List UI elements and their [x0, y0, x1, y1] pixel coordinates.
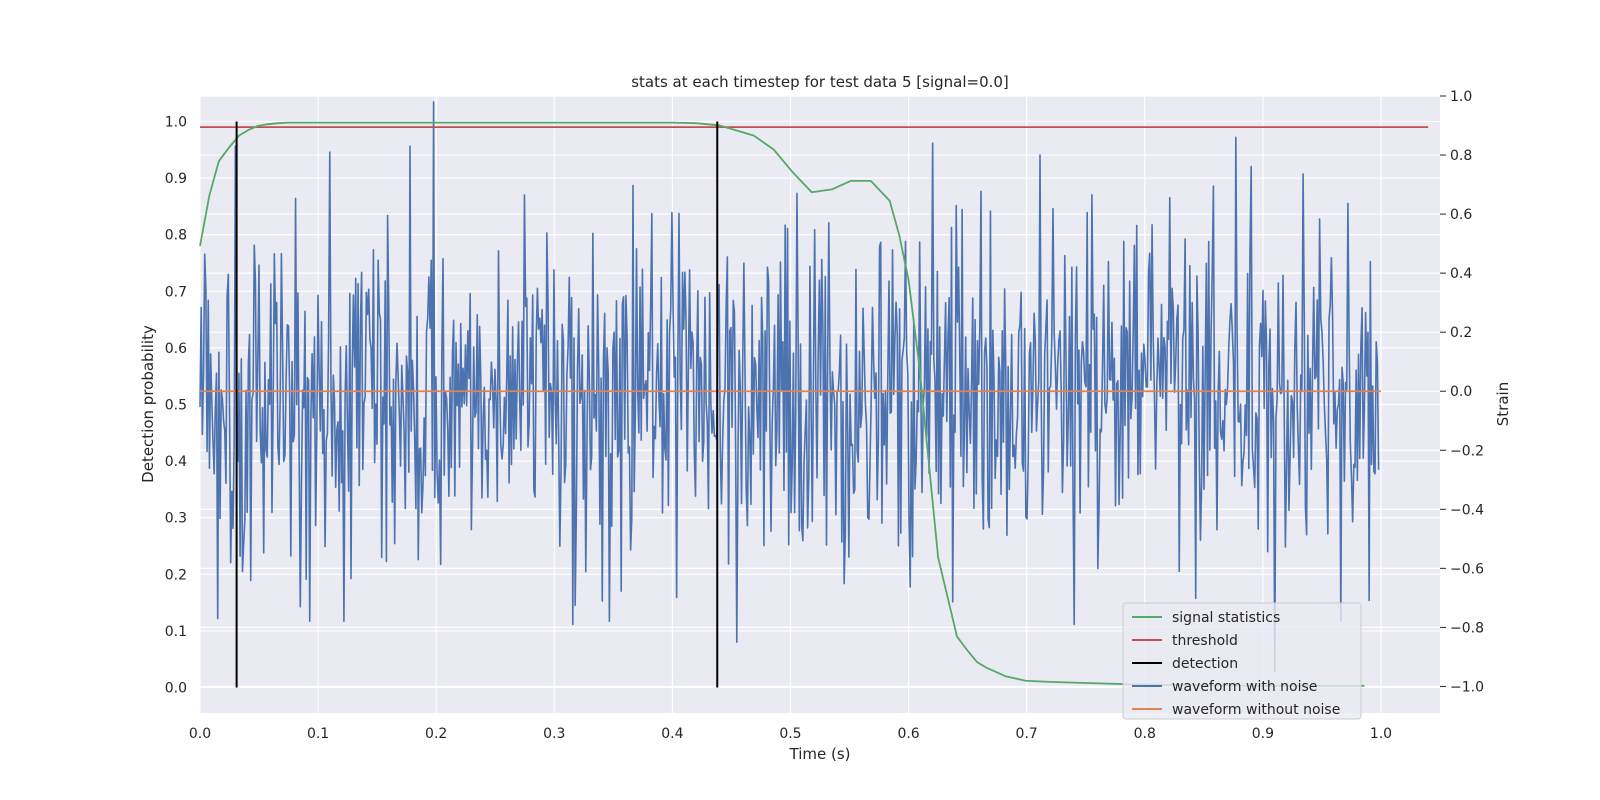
y-tick-label-left: 0.1: [165, 624, 187, 640]
x-tick-label: 0.8: [1134, 726, 1156, 742]
y-tick-label-right: 0.6: [1450, 207, 1472, 223]
y-tick-label-left: 0.9: [165, 171, 187, 187]
y-tick-label-left: 0.3: [165, 511, 187, 527]
y-tick-label-right: 0.2: [1450, 325, 1472, 341]
y-tick-label-right: −1.0: [1450, 679, 1484, 695]
x-tick-label: 0.9: [1252, 726, 1274, 742]
y-tick-label-left: 0.5: [165, 398, 187, 414]
x-tick-label: 0.3: [543, 726, 565, 742]
legend-label-waveform-with-noise: waveform with noise: [1172, 679, 1317, 695]
y-tick-label-left: 0.8: [165, 228, 187, 244]
y-tick-label-right: 1.0: [1450, 89, 1472, 105]
y-tick-label-right: −0.2: [1450, 443, 1484, 459]
y-tick-label-right: 0.0: [1450, 384, 1472, 400]
x-tick-label: 0.2: [425, 726, 447, 742]
y-tick-label-right: −0.6: [1450, 561, 1484, 577]
y-tick-label-left: 0.6: [165, 341, 187, 357]
legend-label-waveform-without-noise: waveform without noise: [1172, 702, 1340, 718]
x-tick-label: 0.7: [1016, 726, 1038, 742]
x-tick-label: 0.5: [779, 726, 801, 742]
y-tick-label-right: −0.4: [1450, 502, 1484, 518]
y-tick-label-left: 0.7: [165, 284, 187, 300]
legend-label-detection: detection: [1172, 656, 1238, 672]
legend-label-signal-statistics: signal statistics: [1172, 610, 1280, 626]
legend: signal statistics threshold detection wa…: [1122, 602, 1362, 720]
x-tick-label: 0.1: [307, 726, 329, 742]
y-tick-label-left: 1.0: [165, 114, 187, 130]
y-tick-label-left: 0.0: [165, 681, 187, 697]
y-tick-label-right: 0.4: [1450, 266, 1472, 282]
x-tick-label: 0.6: [897, 726, 919, 742]
y-axis-label-left: Detection probability: [139, 325, 157, 483]
legend-box: [1122, 602, 1362, 720]
y-tick-label-right: 0.8: [1450, 148, 1472, 164]
axes: 0.0 0.1 0.2 0.3 0.4 0.5 0.6 0.7 0.8 0.9 1.0 0.0 0.1 0…: [165, 89, 1484, 742]
x-axis-label: Time (s): [789, 745, 851, 763]
series-signal-statistics: [199, 121, 1365, 687]
x-tick-label: 1.0: [1370, 726, 1392, 742]
x-tick-label: 0.0: [189, 726, 211, 742]
y-axis-label-right: Strain: [1494, 382, 1512, 426]
x-tick-label: 0.4: [661, 726, 683, 742]
series-layer: [199, 101, 1429, 688]
y-tick-label-right: −0.8: [1450, 620, 1484, 636]
y-tick-label-left: 0.2: [165, 567, 187, 583]
y-tick-label-left: 0.4: [165, 454, 187, 470]
chart-title: stats at each timestep for test data 5 […: [631, 73, 1009, 91]
legend-label-threshold: threshold: [1172, 633, 1238, 649]
